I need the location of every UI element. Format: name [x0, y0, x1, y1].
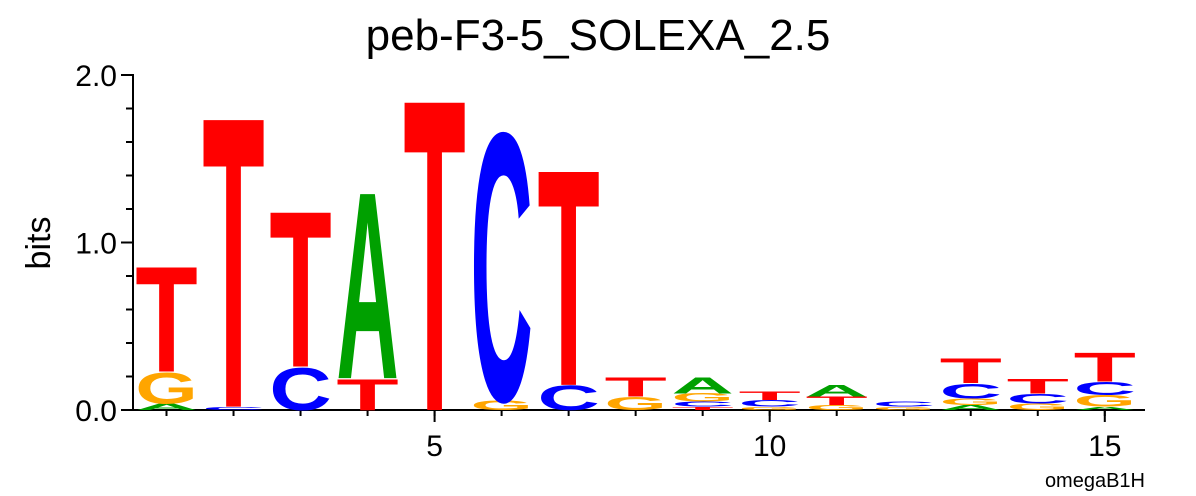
letter-glyph: T [806, 395, 868, 408]
letter-glyph: G [739, 406, 801, 411]
logo-letter: C [202, 406, 264, 411]
letter-glyph: T [739, 390, 801, 403]
letter-glyph: G [604, 393, 666, 414]
logo-letter: T [269, 164, 331, 414]
logo-letter: T [672, 406, 734, 411]
letter-glyph: C [1007, 391, 1069, 407]
logo-letter: T [403, 6, 465, 496]
letter-glyph: C [1074, 378, 1136, 399]
logo-letter: C [269, 355, 331, 423]
logo-letter: T [135, 236, 197, 405]
letter-glyph: G [806, 404, 868, 412]
letter-glyph: T [135, 236, 197, 405]
logo-letter: G [672, 391, 734, 404]
logo-letter: G [1074, 392, 1136, 410]
letter-glyph: T [537, 105, 599, 451]
logo-letter: C [1007, 391, 1069, 407]
y-axis-label: bits [20, 217, 58, 270]
x-tick-label: 15 [1088, 430, 1121, 463]
letter-glyph: C [269, 355, 331, 423]
letter-glyph: T [1074, 344, 1136, 390]
footer: omegaB1H [1045, 470, 1145, 492]
letter-glyph: C [873, 400, 935, 408]
logo-letter: T [940, 352, 1002, 391]
letter-glyph: G [873, 406, 935, 411]
logo-letter: G [873, 406, 935, 411]
logo-letter: G [940, 397, 1002, 407]
logo-letter: A [1074, 406, 1136, 411]
logo-letter: G [1007, 402, 1069, 412]
letter-glyph: T [940, 352, 1002, 391]
logo-letter: G [135, 364, 197, 413]
letter-glyph: T [403, 6, 465, 496]
y-tick-label: 2.0 [75, 60, 117, 93]
logo-letter: A [336, 136, 398, 435]
logo-letter: G [604, 393, 666, 414]
logo-letter: A [806, 382, 868, 400]
letter-glyph: T [1007, 375, 1069, 398]
logo-letter: T [806, 395, 868, 408]
letter-glyph: A [940, 404, 1002, 412]
letter-glyph: T [269, 164, 331, 414]
logo-letter: C [940, 380, 1002, 403]
letter-glyph: C [470, 54, 532, 482]
logo-letter: C [739, 398, 801, 408]
logo-letter: T [537, 105, 599, 451]
letter-glyph: G [940, 397, 1002, 407]
x-tick-label: 10 [753, 430, 786, 463]
logo-letter: T [739, 390, 801, 403]
logo-letter: G [806, 404, 868, 412]
logo-letter: T [1007, 375, 1069, 398]
letter-glyph: C [940, 380, 1002, 403]
logo-letter: T [604, 372, 667, 403]
logo-letter: C [672, 400, 734, 408]
letter-glyph: T [604, 372, 667, 403]
y-tick-label: 1.0 [75, 228, 117, 261]
letter-glyph: A [806, 382, 868, 400]
logo-letter: C [1074, 378, 1136, 399]
letter-glyph: T [336, 371, 398, 420]
letter-glyph: A [1074, 406, 1136, 411]
logo-letter: C [470, 54, 532, 482]
letter-glyph: A [672, 372, 734, 398]
logo-letter: A [672, 372, 734, 398]
letter-glyph: A [135, 402, 197, 412]
logo-letter: A [135, 402, 197, 412]
y-tick-label: 0.0 [75, 395, 117, 428]
letter-glyph: C [202, 406, 264, 411]
letter-glyph: G [135, 364, 197, 413]
letter-glyph: G [1007, 402, 1069, 412]
letter-glyph: G [1074, 392, 1136, 410]
logo-letter: T [1074, 344, 1136, 390]
logo-letter: G [470, 397, 532, 413]
letter-glyph: T [672, 406, 734, 411]
letter-glyph: C [537, 378, 599, 417]
letter-glyph: G [672, 391, 734, 404]
letter-glyph: C [739, 398, 801, 408]
logo-letter: C [537, 378, 599, 417]
logo-letter: G [739, 406, 801, 411]
letter-glyph: T [202, 31, 264, 496]
letter-glyph: A [336, 136, 398, 435]
logo-letter: T [336, 371, 398, 420]
chart-title: peb-F3-5_SOLEXA_2.5 [366, 11, 831, 60]
letter-glyph: C [672, 400, 734, 408]
x-tick-label: 5 [426, 430, 443, 463]
logo-letter: A [940, 404, 1002, 412]
letter-glyph: G [470, 397, 532, 413]
logo-letter: C [873, 400, 935, 408]
logo-letter: T [202, 31, 264, 496]
